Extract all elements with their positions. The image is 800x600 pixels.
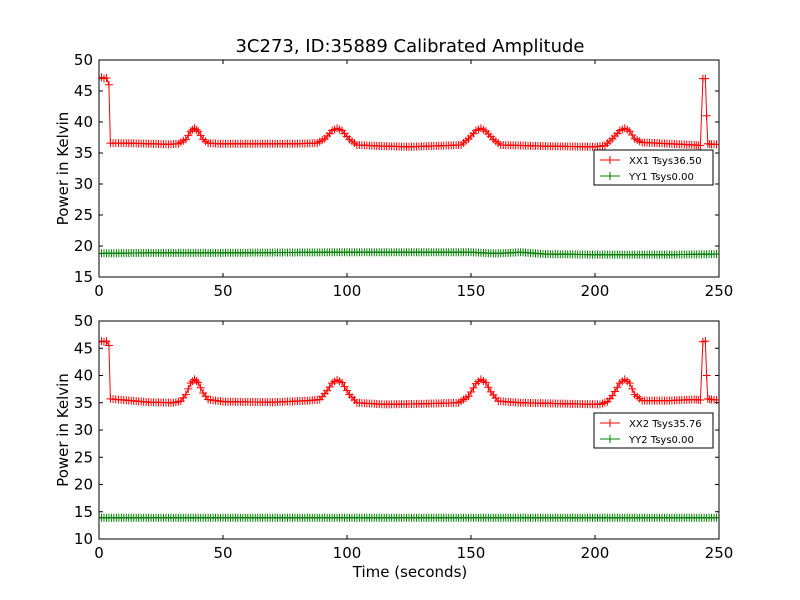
data-point-marker xyxy=(194,378,203,387)
y-axis-label: Power in Kelvin xyxy=(54,112,72,226)
x-tick-label: 200 xyxy=(581,282,610,300)
legend-box xyxy=(593,149,714,186)
y-tick-label: 40 xyxy=(74,367,93,385)
y-tick-label: 25 xyxy=(74,448,93,466)
legend-entry: XX1 Tsys36.50 xyxy=(600,156,702,167)
legend-label: XX1 Tsys36.50 xyxy=(629,156,702,167)
y-tick-label: 35 xyxy=(74,394,93,412)
subplot-1: 0 50 100 150 200 250 15 20 25 30 35 40 45 50 Power in … xyxy=(54,51,733,300)
y-tick-label: 20 xyxy=(74,237,93,255)
y-tick-label: 10 xyxy=(74,530,93,548)
data-point-marker xyxy=(628,384,637,393)
x-tick-label: 150 xyxy=(457,282,486,300)
x-tick-label: 100 xyxy=(333,282,362,300)
data-point-marker xyxy=(696,141,705,150)
data-point-marker xyxy=(196,383,205,392)
legend-entry: YY1 Tsys0.00 xyxy=(600,172,694,183)
x-tick-label: 50 xyxy=(213,282,232,300)
data-point-marker xyxy=(104,341,113,350)
data-point-marker xyxy=(181,135,190,144)
y-tick-label: 50 xyxy=(74,51,93,69)
legend-marker xyxy=(606,172,614,180)
data-point-marker xyxy=(181,390,190,399)
x-tick-label: 0 xyxy=(94,282,104,300)
y-tick-label: 15 xyxy=(74,268,93,286)
subplot-2: 0 50 100 150 200 250 10 15 20 25 30 35 40 45 50 Power i… xyxy=(54,312,733,562)
legend-box xyxy=(593,412,714,449)
series-2 xyxy=(99,513,719,522)
data-point-marker xyxy=(196,131,205,140)
data-point-marker xyxy=(701,337,710,346)
series-1 xyxy=(99,337,719,409)
data-point-marker xyxy=(184,131,193,140)
legend-entry: XX2 Tsys35.76 xyxy=(600,419,702,430)
x-tick-label: 100 xyxy=(333,544,362,562)
data-point-marker xyxy=(625,379,634,388)
legend-entry: YY2 Tsys0.00 xyxy=(600,435,694,446)
data-point-marker xyxy=(613,383,622,392)
data-point-marker xyxy=(484,383,493,392)
axes-frame xyxy=(98,59,720,278)
y-tick-label: 25 xyxy=(74,206,93,224)
y-tick-label: 30 xyxy=(74,175,93,193)
legend-marker xyxy=(606,419,614,427)
legend-label: YY1 Tsys0.00 xyxy=(628,172,694,183)
data-point-marker xyxy=(701,74,710,83)
data-point-marker xyxy=(194,127,203,136)
x-axis-label: Time (seconds) xyxy=(352,563,468,581)
data-point-marker xyxy=(469,383,478,392)
data-point-marker xyxy=(192,376,201,385)
data-point-marker xyxy=(712,250,719,259)
y-tick-label: 45 xyxy=(74,82,93,100)
legend-label: YY2 Tsys0.00 xyxy=(628,435,694,446)
x-tick-label: 150 xyxy=(457,544,486,562)
legend: XX2 Tsys35.76 YY2 Tsys0.00 xyxy=(593,412,714,449)
legend-marker xyxy=(606,435,614,443)
data-point-marker xyxy=(702,371,711,380)
y-tick-label: 50 xyxy=(74,312,93,330)
data-point-marker xyxy=(702,111,711,120)
y-tick-label: 45 xyxy=(74,339,93,357)
y-tick-label: 40 xyxy=(74,113,93,131)
data-point-marker xyxy=(102,73,111,82)
x-tick-label: 250 xyxy=(705,282,734,300)
y-axis-label: Power in Kelvin xyxy=(54,373,72,487)
legend: XX1 Tsys36.50 YY1 Tsys0.00 xyxy=(593,149,714,186)
data-point-marker xyxy=(184,384,193,393)
data-point-marker xyxy=(696,396,705,405)
series-2 xyxy=(99,248,719,259)
x-tick-label: 200 xyxy=(581,544,610,562)
data-point-marker xyxy=(467,388,475,397)
data-point-marker xyxy=(192,125,201,134)
y-tick-label: 20 xyxy=(74,476,93,494)
x-tick-label: 0 xyxy=(94,544,104,562)
series-1 xyxy=(99,73,719,151)
y-tick-label: 35 xyxy=(74,144,93,162)
legend-marker xyxy=(606,156,614,164)
data-point-marker xyxy=(608,391,617,400)
data-point-marker xyxy=(104,80,113,89)
legend-label: XX2 Tsys35.76 xyxy=(629,419,702,430)
data-point-marker xyxy=(186,379,195,388)
chart-title: 3C273, ID:35889 Calibrated Amplitude xyxy=(235,36,584,57)
data-point-marker xyxy=(712,140,719,149)
x-tick-label: 50 xyxy=(213,544,232,562)
data-point-marker xyxy=(712,513,719,522)
data-point-marker xyxy=(190,375,199,384)
data-point-marker xyxy=(481,378,490,387)
y-tick-label: 15 xyxy=(74,503,93,521)
data-point-marker xyxy=(102,337,111,346)
data-point-marker xyxy=(464,392,473,401)
y-tick-label: 30 xyxy=(74,421,93,439)
data-point-marker xyxy=(610,387,619,396)
x-tick-label: 250 xyxy=(705,544,734,562)
